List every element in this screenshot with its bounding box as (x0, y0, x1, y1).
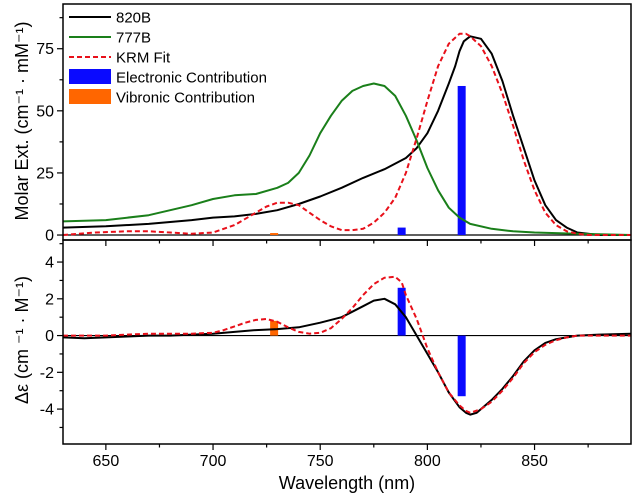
legend-label-777b: 777B (116, 30, 151, 47)
x-tick-label-650: 650 (93, 453, 120, 470)
x-tick-label-850: 850 (521, 453, 548, 470)
legend-swatch-vibronic-contribution (69, 89, 111, 104)
bottom-series-krm-fit (63, 275, 631, 414)
bottom-vibronic-bar-0 (270, 320, 279, 336)
top-series-777b (62, 82, 632, 236)
bottom-y-tick-label-0: 0 (45, 328, 54, 345)
top-series-krm-fit (62, 32, 631, 236)
legend: 820B 777B KRM Fit Electronic Contribution Vi… (69, 10, 267, 107)
bottom-series-820b (62, 297, 632, 416)
legend-label-krm-fit: KRM Fit (116, 50, 171, 67)
x-tick-label-750: 750 (307, 453, 334, 470)
bottom-electronic-bar-2 (457, 335, 466, 397)
x-axis-label: Wavelength (nm) (279, 473, 415, 493)
bottom-y-tick-label-neg4: -4 (40, 402, 54, 419)
bottom-y-axis-label: Δε (cm ⁻¹ · M⁻¹) (12, 276, 32, 404)
bottom-frame (62, 239, 632, 445)
bottom-y-tick-label-2: 2 (45, 291, 54, 308)
bottom-panel: 650 700 750 800 850 -4 -2 0 2 4 (40, 239, 632, 470)
top-electronic-bar-1 (397, 227, 406, 236)
top-electronic-bar-2 (457, 85, 466, 236)
top-y-tick-label-50: 50 (36, 103, 54, 120)
top-y-axis-label: Molar Ext. (cm⁻¹ · mM⁻¹) (12, 22, 32, 221)
legend-label-820b: 820B (116, 10, 151, 27)
x-tick-label-800: 800 (414, 453, 441, 470)
top-y-tick-label-0: 0 (45, 228, 54, 245)
legend-label-vibronic-contribution: Vibronic Contribution (116, 90, 255, 107)
top-series-820b (62, 35, 631, 236)
top-y-tick-label-75: 75 (36, 41, 54, 58)
top-y-tick-label-25: 25 (36, 165, 54, 182)
top-vibronic-bar-0 (270, 233, 279, 236)
bottom-y-tick-label-4: 4 (45, 255, 54, 272)
bottom-y-tick-label-neg2: -2 (40, 365, 54, 382)
legend-swatch-electronic-contribution (69, 69, 111, 84)
legend-label-electronic-contribution: Electronic Contribution (116, 70, 267, 87)
x-tick-label-700: 700 (200, 453, 227, 470)
